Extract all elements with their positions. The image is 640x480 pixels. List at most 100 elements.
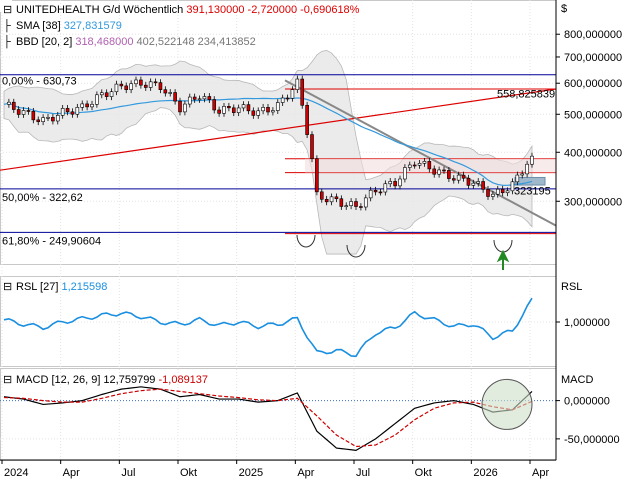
- macd-header: MACD [12, 26, 9] 12,759799 -1,089137: [16, 374, 208, 386]
- trend-label-2: 323195: [514, 186, 551, 198]
- price-marker-box: [514, 176, 546, 186]
- candle-body: [486, 189, 490, 197]
- candle-body: [26, 110, 31, 112]
- candle-body: [481, 181, 485, 190]
- candle-body: [246, 104, 251, 112]
- candle-body: [388, 181, 393, 185]
- reversal-arc: [346, 244, 366, 258]
- trend-line-red: [0, 88, 557, 171]
- candle-body: [339, 198, 344, 207]
- candle-body: [124, 85, 129, 90]
- candle-body: [266, 107, 270, 113]
- candle-body: [334, 196, 339, 200]
- currency-symbol: $: [561, 3, 567, 15]
- price-y-tick-label: 400,000000: [564, 147, 622, 159]
- candle-body: [290, 89, 295, 99]
- candle-body: [7, 101, 11, 105]
- sma-header-part: 327,831579: [61, 20, 122, 32]
- candle-body: [148, 81, 153, 88]
- rsl-axis-label: RSL: [561, 281, 582, 293]
- price-header-part: -2,720000: [244, 4, 297, 16]
- rsl-header-part: 1,215598: [58, 281, 107, 293]
- candle-body: [217, 109, 221, 114]
- candle-body: [368, 189, 373, 199]
- x-tick-label: Okt: [415, 467, 432, 479]
- candle-body: [104, 92, 109, 97]
- candle-body: [168, 92, 173, 94]
- candle-body: [451, 178, 456, 181]
- rsl-expand-icon: ⊟: [3, 281, 12, 293]
- candle-body: [427, 161, 432, 170]
- candle-body: [173, 92, 177, 102]
- sma-header: SMA [38] 327,831579: [16, 20, 122, 32]
- candle-body: [417, 163, 422, 166]
- candle-body: [515, 174, 520, 183]
- candle-body: [60, 108, 65, 116]
- candle-body: [95, 94, 99, 105]
- x-tick-label: Apr: [63, 467, 80, 479]
- fib-618-label: 61,80% - 249,90604: [2, 235, 101, 247]
- candle-body: [300, 78, 305, 106]
- candle-body: [134, 79, 138, 85]
- price-y-tick-label: 300,000000: [564, 196, 622, 208]
- candle-body: [70, 111, 75, 115]
- candle-body: [471, 182, 476, 186]
- x-tick-label: 2025: [239, 467, 263, 479]
- trend-line-gray: [284, 79, 557, 227]
- bollinger-band: [3, 50, 533, 255]
- candle-body: [236, 107, 241, 113]
- candle-body: [65, 108, 70, 113]
- candle-body: [359, 206, 363, 208]
- candle-body: [129, 83, 133, 90]
- macd-highlight-circle: [481, 378, 533, 430]
- macd-axis-label: MACD: [561, 374, 593, 386]
- candle-body: [158, 82, 163, 90]
- sma-header-part: SMA [38]: [16, 20, 61, 32]
- candle-body: [491, 193, 495, 197]
- candle-body: [275, 102, 280, 111]
- bbd-header-part: 318,468000: [72, 36, 133, 48]
- candle-body: [251, 110, 256, 116]
- candle-body: [422, 161, 427, 164]
- candle-body: [363, 197, 368, 208]
- rsl-header: RSL [27] 1,215598: [16, 281, 107, 293]
- price-expand-icon: ⊟: [3, 4, 12, 16]
- bbd-expand-icon: ├: [3, 34, 11, 49]
- candle-body: [324, 198, 329, 203]
- trend-label-1: 558,825839: [497, 89, 555, 101]
- candle-body: [329, 196, 334, 203]
- rsl-y-tick-label: 1,000000: [564, 317, 610, 329]
- price-y-tick-label: 700,000000: [564, 52, 622, 64]
- candle-body: [256, 110, 261, 116]
- candle-body: [407, 164, 412, 168]
- candle-body: [119, 83, 124, 87]
- price-header-part: UNITEDHEALTH G/d: [16, 4, 120, 16]
- candle-body: [143, 84, 148, 88]
- bbd-header: BBD [20, 2] 318,468000 402,522148 234,41…: [16, 36, 256, 48]
- sma-expand-icon: ├: [3, 18, 11, 33]
- candle-body: [207, 96, 212, 100]
- candle-body: [437, 169, 441, 175]
- candle-body: [280, 97, 285, 103]
- macd-y-tick-label: -50,000000: [564, 434, 620, 446]
- x-tick-label: Jul: [356, 467, 370, 479]
- candle-body: [41, 117, 45, 122]
- bbd-header-part: 402,522148: [133, 36, 194, 48]
- fib-0-label: 0,00% - 630,73: [2, 76, 77, 88]
- candle-body: [393, 181, 397, 187]
- candle-body: [241, 104, 246, 109]
- candle-body: [285, 97, 290, 100]
- candle-body: [305, 104, 309, 135]
- candle-body: [139, 79, 143, 86]
- bbd-header-part: 234,413852: [195, 36, 256, 48]
- candle-body: [80, 103, 85, 108]
- price-y-tick-label: 800,000000: [564, 29, 622, 41]
- price-header-part: 391,130000: [183, 4, 244, 16]
- candle-body: [31, 111, 36, 121]
- candle-body: [187, 96, 192, 105]
- candle-body: [85, 103, 89, 108]
- signal-line: [3, 388, 533, 448]
- bbd-header-part: BBD [20, 2]: [16, 36, 72, 48]
- candle-body: [456, 174, 461, 181]
- macd-header-part: -1,089137: [155, 374, 208, 386]
